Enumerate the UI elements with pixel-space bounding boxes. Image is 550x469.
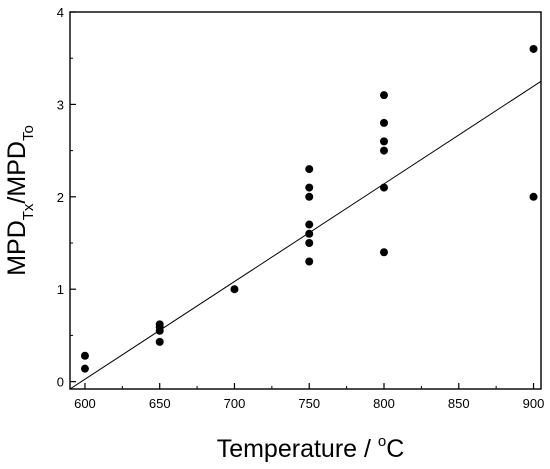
- data-point: [380, 91, 388, 100]
- y-axis-title-main2: MPD: [3, 141, 31, 197]
- y-axis-title-slash: /: [3, 197, 31, 204]
- data-point: [380, 146, 388, 155]
- data-point: [529, 192, 538, 201]
- data-point: [380, 183, 388, 192]
- data-point: [529, 44, 538, 53]
- y-tick-label: 0: [57, 375, 64, 390]
- x-tick-label: 600: [74, 396, 96, 411]
- axis-ticks: 600 650 700 750 800 850 900 0 1 2 3 4: [57, 5, 545, 411]
- data-point: [80, 364, 89, 373]
- data-point: [305, 220, 314, 229]
- data-point: [380, 248, 388, 257]
- plot-area-frame: [69, 11, 542, 390]
- data-point: [305, 239, 314, 248]
- y-tick-label: 4: [57, 5, 64, 20]
- data-point: [380, 118, 388, 127]
- y-tick-label: 1: [57, 282, 64, 297]
- data-point: [155, 337, 164, 346]
- x-axis-title: Temperature / oC: [217, 433, 405, 463]
- data-point: [230, 285, 239, 294]
- x-axis-title-degree: o: [378, 433, 386, 450]
- y-axis-title-sub2: To: [20, 125, 37, 141]
- y-axis-title: MPDTx/MPDTo: [3, 125, 37, 276]
- x-axis-title-unit: C: [386, 435, 404, 463]
- data-point: [305, 183, 314, 192]
- y-axis-title-sub1: Tx: [20, 203, 37, 220]
- data-point: [305, 165, 314, 174]
- data-point: [380, 137, 388, 146]
- x-tick-label: 750: [298, 396, 320, 411]
- data-point: [305, 192, 314, 201]
- data-point: [305, 257, 314, 266]
- x-tick-label: 850: [448, 396, 470, 411]
- y-tick-label: 3: [57, 97, 64, 112]
- x-tick-label: 900: [523, 396, 545, 411]
- x-tick-label: 650: [149, 396, 171, 411]
- data-point: [80, 351, 89, 360]
- data-point: [305, 229, 314, 238]
- data-points: [80, 44, 538, 373]
- x-axis-title-text: Temperature /: [217, 435, 378, 463]
- x-tick-label: 700: [224, 396, 246, 411]
- data-point: [155, 326, 164, 335]
- y-axis-title-main: MPD: [3, 220, 31, 276]
- y-tick-label: 2: [57, 190, 64, 205]
- x-tick-label: 800: [373, 396, 395, 411]
